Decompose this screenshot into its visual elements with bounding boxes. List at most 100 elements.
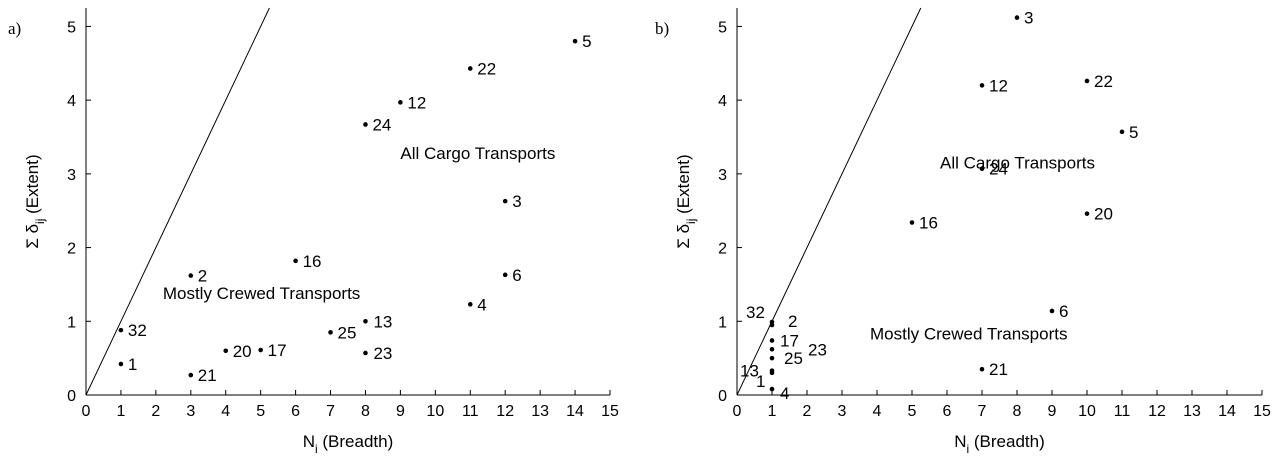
y-tick-label: 3 [67,167,76,184]
y-tick-label: 0 [718,388,727,405]
annotation-text: All Cargo Transports [940,154,1095,173]
y-axis-label: Σ δij (Extent) [674,154,698,248]
x-tick-label: 2 [151,403,160,420]
data-point-label: 23 [808,340,827,359]
data-point-label: 21 [198,366,217,385]
x-tick-label: 7 [326,403,335,420]
data-point [467,66,473,71]
data-point-label: 2 [198,267,207,286]
data-point-label: 12 [989,76,1008,95]
x-tick-label: 0 [82,403,91,420]
x-tick-label: 14 [1218,403,1236,420]
reference-line [85,7,270,396]
data-point-label: 4 [477,295,486,314]
data-point [769,338,775,343]
y-tick-label: 5 [67,19,76,36]
x-tick-label: 15 [601,403,619,420]
data-point-label: 4 [780,384,789,403]
data-point-label: 25 [784,349,803,368]
y-axis-label: Σ δij (Extent) [23,154,47,248]
data-point-label: 3 [512,192,521,211]
x-tick-label: 0 [733,403,742,420]
x-tick-label: 13 [1183,403,1201,420]
data-point [979,366,985,372]
data-point [118,327,124,333]
x-tick-label: 12 [1148,403,1166,420]
data-point [979,166,985,171]
data-point [363,318,368,324]
data-point-label: 32 [128,321,147,340]
data-point-label: 13 [740,362,759,381]
x-tick-label: 14 [566,403,584,420]
data-point-label: 16 [303,252,322,271]
panel-label: b) [655,19,669,38]
data-point-label: 24 [989,160,1008,179]
data-point-label: 1 [128,355,137,374]
data-point-label: 6 [1059,302,1068,321]
data-point-label: 5 [1129,123,1138,142]
x-tick-label: 6 [943,403,952,420]
x-tick-label: 4 [873,403,882,420]
y-tick-label: 1 [718,314,727,331]
x-tick-label: 15 [1253,403,1271,420]
data-point-label: 22 [1094,72,1113,91]
data-point-label: 5 [582,32,591,51]
y-tick-label: 5 [718,19,727,36]
data-point-label: 21 [989,360,1008,379]
data-point-label: 6 [512,266,521,285]
data-point-label: 17 [268,341,287,360]
data-point [258,347,263,353]
x-tick-label: 9 [1048,403,1057,420]
x-tick-label: 3 [838,403,847,420]
data-point [293,258,298,264]
x-tick-label: 8 [1013,403,1022,420]
data-point [363,122,368,127]
data-point [502,198,508,204]
data-point-label: 23 [373,344,392,363]
x-tick-label: 4 [221,403,230,420]
x-tick-label: 11 [462,403,479,420]
data-point [769,386,775,392]
data-point [467,302,473,307]
x-tick-label: 7 [978,403,987,420]
x-tick-label: 11 [1114,403,1131,420]
data-point [328,330,333,335]
data-point [1119,129,1125,135]
y-tick-label: 4 [718,93,727,110]
x-axis-label: Ni (Breadth) [303,432,394,456]
data-point [188,372,194,378]
x-tick-label: 5 [908,403,917,420]
data-point-label: 13 [373,312,392,331]
data-point-label: 22 [477,59,496,78]
y-tick-label: 1 [67,314,76,331]
data-point [502,272,508,278]
data-point [363,350,368,356]
data-point [1084,78,1090,84]
x-tick-label: 12 [496,403,514,420]
x-tick-label: 1 [116,403,125,420]
annotation-text: All Cargo Transports [400,144,555,163]
data-point [188,273,194,278]
y-tick-label: 3 [718,167,727,184]
data-point [572,38,578,44]
data-point [769,370,775,376]
y-tick-label: 2 [718,241,727,258]
x-tick-label: 5 [256,403,265,420]
data-point-label: 3 [1024,9,1033,28]
x-tick-label: 1 [768,403,777,420]
data-point [979,83,985,88]
data-point-label: 12 [407,93,426,112]
x-tick-label: 10 [1078,403,1096,420]
x-axis-label: Ni (Breadth) [954,432,1045,456]
data-point [909,220,915,225]
x-tick-label: 2 [803,403,812,420]
data-point-label: 2 [788,312,797,331]
x-tick-label: 3 [186,403,195,420]
y-tick-label: 0 [67,388,76,405]
data-point-label: 24 [372,115,391,134]
x-tick-label: 8 [361,403,370,420]
data-point [1014,15,1020,20]
data-point-label: 32 [746,303,765,322]
